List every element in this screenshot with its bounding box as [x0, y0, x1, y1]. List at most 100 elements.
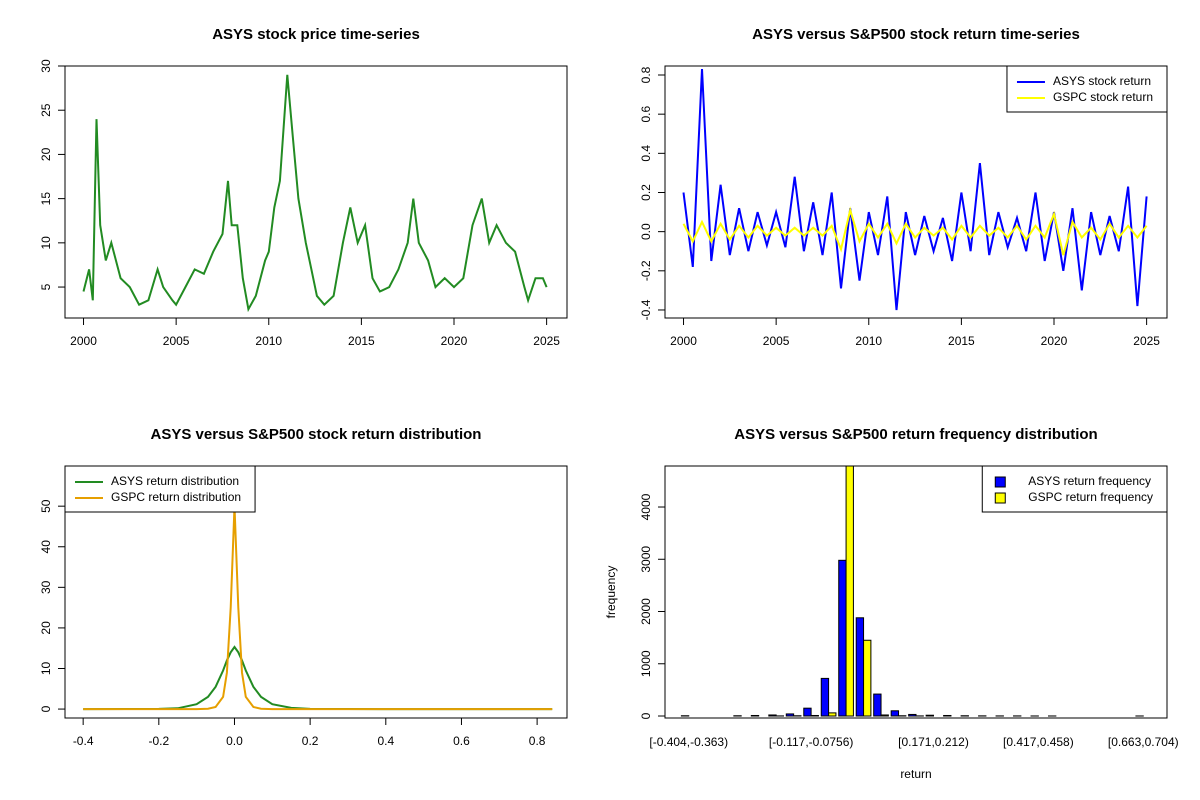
- legend-box: [1006, 65, 1168, 113]
- y-tick-label: 40: [39, 540, 53, 554]
- y-tick-label: 30: [39, 580, 53, 594]
- x-tick-label: 0.6: [453, 734, 470, 748]
- data-line: [83, 645, 553, 711]
- y-tick-label: 0: [39, 705, 53, 712]
- bar: [925, 714, 934, 717]
- plot-area: [83, 506, 553, 711]
- y-tick-label: 3000: [639, 546, 653, 573]
- y-tick-label: 0: [639, 712, 653, 719]
- x-tick-label: 2025: [533, 334, 560, 348]
- y-tick-label: 20: [39, 621, 53, 635]
- plot-frame: [64, 65, 568, 319]
- bar: [855, 617, 865, 717]
- y-tick-label: 10: [39, 661, 53, 675]
- chart-title: ASYS stock price time-series: [212, 26, 420, 43]
- x-tick-label: [0.663,0.704): [1108, 735, 1179, 749]
- x-tick-label: 2020: [441, 334, 468, 348]
- x-tick-label: [-0.117,-0.0756): [769, 735, 854, 749]
- chart-panel: ASYS versus S&P500 return frequency dist…: [604, 426, 1179, 781]
- bar: [838, 559, 847, 717]
- bar: [880, 714, 889, 717]
- y-axis-label: frequency: [604, 566, 618, 619]
- legend-box: [64, 465, 256, 513]
- x-tick-label: [-0.404,-0.363): [649, 735, 728, 749]
- legend-label: GSPC return distribution: [111, 490, 241, 504]
- y-tick-label: 2000: [639, 598, 653, 625]
- x-axis-label: return: [900, 767, 931, 781]
- plot-area: [682, 69, 1148, 311]
- x-tick-label: [0.417,0.458): [1003, 735, 1074, 749]
- y-tick-label: 30: [39, 59, 53, 73]
- y-tick-label: 15: [39, 192, 53, 206]
- y-tick-label: 10: [39, 236, 53, 250]
- y-tick-label: 0.8: [639, 66, 653, 83]
- chart-panel: ASYS versus S&P500 stock return time-ser…: [639, 26, 1168, 348]
- bar: [908, 713, 917, 717]
- legend: ASYS stock return GSPC stock return: [1006, 65, 1168, 113]
- x-tick-label: 2005: [763, 334, 790, 348]
- y-tick-label: 5: [39, 283, 53, 290]
- x-tick-label: [0.171,0.212): [898, 735, 969, 749]
- plot-area: [82, 74, 548, 313]
- legend: ASYS return frequency GSPC return frequen…: [981, 465, 1168, 513]
- legend-box: [981, 465, 1168, 513]
- x-tick-label: 2020: [1041, 334, 1068, 348]
- y-tick-label: 50: [39, 499, 53, 513]
- bar: [828, 712, 837, 717]
- x-tick-label: -0.2: [148, 734, 169, 748]
- data-line: [82, 74, 548, 313]
- data-line: [682, 206, 1148, 256]
- bar: [845, 466, 854, 717]
- legend-label: GSPC return frequency: [1028, 490, 1153, 504]
- chart-title: ASYS versus S&P500 stock return time-ser…: [752, 26, 1080, 43]
- legend-label: ASYS return frequency: [1028, 474, 1151, 488]
- plot-frame: [664, 65, 1168, 319]
- data-line: [83, 506, 553, 711]
- y-tick-label: 25: [39, 103, 53, 117]
- chart-panel: ASYS versus S&P500 stock return distribu…: [39, 426, 568, 748]
- chart-panel: ASYS stock price time-series510152025302…: [39, 26, 568, 348]
- x-tick-label: -0.4: [73, 734, 94, 748]
- x-tick-label: 2015: [948, 334, 975, 348]
- y-tick-label: 1000: [639, 650, 653, 677]
- x-tick-label: 2025: [1133, 334, 1160, 348]
- y-tick-label: 0.2: [639, 184, 653, 201]
- legend-label: ASYS return distribution: [111, 474, 239, 488]
- bar: [750, 714, 760, 717]
- y-tick-label: 4000: [639, 493, 653, 520]
- x-tick-label: 2000: [70, 334, 97, 348]
- legend-swatch: [994, 476, 1006, 488]
- data-line: [682, 69, 1148, 311]
- plot-area: [680, 466, 1144, 717]
- x-tick-label: 0.2: [302, 734, 319, 748]
- bar: [803, 707, 812, 717]
- x-tick-label: 2015: [348, 334, 375, 348]
- legend: ASYS return distribution GSPC return dist…: [64, 465, 256, 513]
- x-tick-label: 0.8: [529, 734, 546, 748]
- bar: [810, 714, 819, 717]
- bar: [890, 710, 900, 717]
- x-tick-label: 0.0: [226, 734, 243, 748]
- bar: [863, 639, 872, 717]
- chart-title: ASYS versus S&P500 return frequency dist…: [734, 426, 1097, 443]
- x-tick-label: 2010: [855, 334, 882, 348]
- y-tick-label: 20: [39, 147, 53, 161]
- bar: [943, 714, 952, 717]
- plot-frame: [64, 465, 568, 719]
- y-tick-label: 0.0: [639, 223, 653, 240]
- legend-label: GSPC stock return: [1053, 90, 1153, 104]
- bar: [768, 714, 777, 717]
- bar: [785, 713, 795, 717]
- plot-frame: [664, 465, 1168, 719]
- y-tick-label: 0.4: [639, 145, 653, 162]
- x-tick-label: 2010: [255, 334, 282, 348]
- y-tick-label: 0.6: [639, 106, 653, 123]
- y-tick-label: -0.4: [639, 299, 653, 320]
- y-tick-label: -0.2: [639, 260, 653, 281]
- x-tick-label: 2000: [670, 334, 697, 348]
- legend-swatch: [994, 492, 1006, 504]
- legend-label: ASYS stock return: [1053, 74, 1151, 88]
- x-tick-label: 2005: [163, 334, 190, 348]
- x-tick-label: 0.4: [377, 734, 394, 748]
